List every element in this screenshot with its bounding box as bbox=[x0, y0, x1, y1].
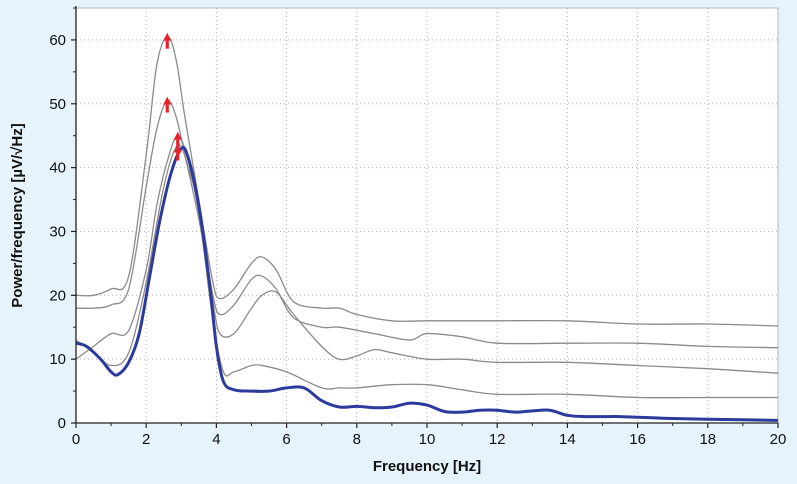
y-tick-label: 30 bbox=[49, 223, 66, 240]
peak-marker-arrow bbox=[173, 144, 182, 161]
peak-marker-arrow bbox=[163, 96, 172, 113]
x-tick-label: 2 bbox=[142, 431, 150, 448]
y-tick-label: 10 bbox=[49, 351, 66, 368]
series-layer bbox=[75, 36, 779, 422]
peak-marker-arrow bbox=[173, 131, 182, 148]
x-tick-label: 12 bbox=[489, 431, 506, 448]
series-line-highlight bbox=[75, 146, 779, 422]
x-tick-label: 18 bbox=[699, 431, 716, 448]
y-tick-label: 40 bbox=[49, 160, 66, 177]
y-tick-label: 50 bbox=[49, 96, 66, 113]
peak-marker-arrow bbox=[163, 32, 172, 49]
series-line-1 bbox=[75, 36, 779, 327]
series-line-3 bbox=[75, 135, 779, 374]
x-tick-label: 6 bbox=[282, 431, 290, 448]
x-tick-label: 4 bbox=[212, 431, 220, 448]
x-tick-label: 8 bbox=[353, 431, 361, 448]
x-tick-label: 20 bbox=[770, 431, 787, 448]
y-tick-label: 60 bbox=[49, 32, 66, 49]
series-line-4 bbox=[75, 144, 778, 399]
y-axis-title: Power/frequency [µV/√Hz] bbox=[9, 123, 26, 307]
x-tick-label: 0 bbox=[72, 431, 80, 448]
x-axis-title: Frequency [Hz] bbox=[373, 458, 481, 475]
x-tick-label: 10 bbox=[419, 431, 436, 448]
series-line-2 bbox=[75, 99, 779, 349]
x-tick-label: 16 bbox=[629, 431, 646, 448]
y-tick-label: 0 bbox=[58, 415, 66, 432]
axes bbox=[71, 6, 779, 428]
plot-area bbox=[75, 7, 779, 424]
x-tick-label: 14 bbox=[559, 431, 576, 448]
peak-markers bbox=[163, 32, 182, 161]
tick-labels: 0 2 4 6 8 10 12 14 16 18 20 0 10 20 30 40 50 60 bbox=[49, 32, 786, 448]
y-tick-label: 20 bbox=[49, 287, 66, 304]
